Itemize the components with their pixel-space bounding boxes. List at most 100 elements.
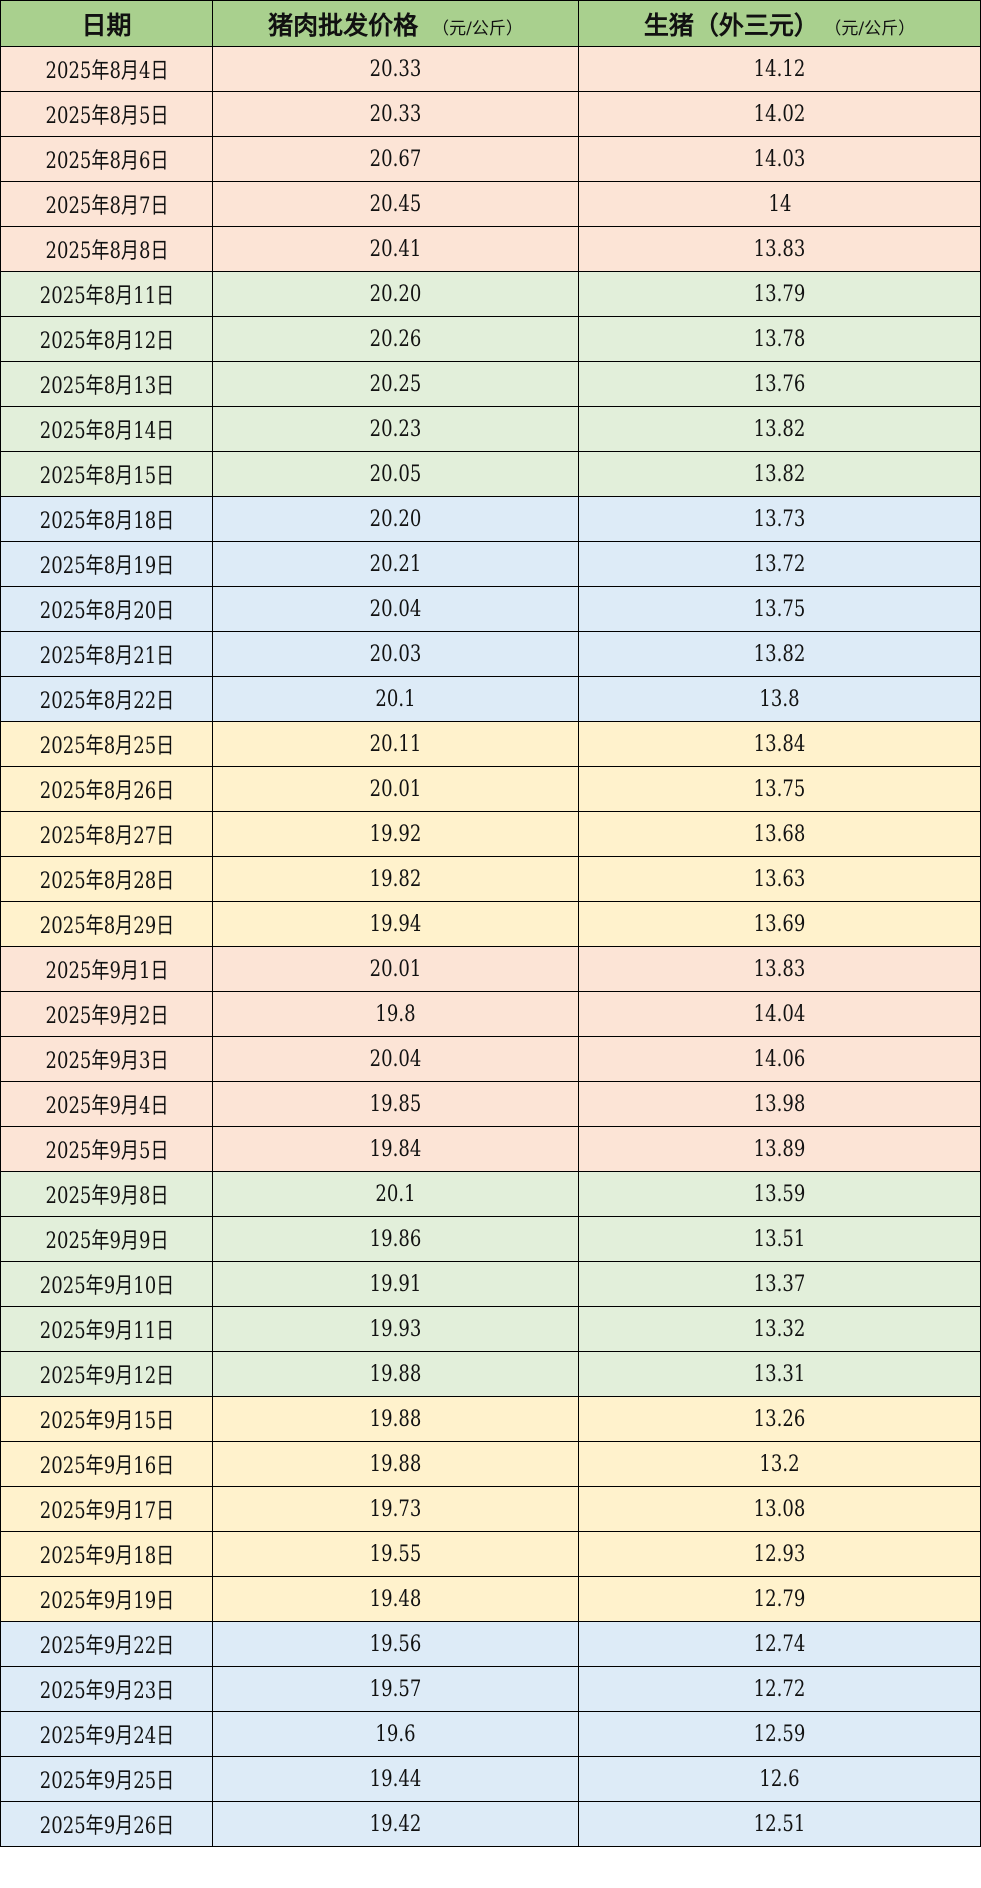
date-cell-text: 2025年8月22日 [39, 689, 174, 714]
date-cell: 2025年8月25日 [0, 721, 213, 767]
wholesale-cell: 20.33 [212, 91, 579, 137]
live-hog-cell-text: 12.51 [753, 1811, 806, 1837]
wholesale-cell-text: 19.84 [369, 1136, 422, 1162]
wholesale-cell: 19.85 [212, 1081, 579, 1127]
table-row: 2025年8月29日 19.94 13.69 [0, 901, 981, 947]
live-hog-cell: 13.8 [578, 676, 981, 722]
wholesale-cell-text: 20.11 [369, 731, 422, 757]
date-cell: 2025年9月19日 [0, 1576, 213, 1622]
date-cell: 2025年9月25日 [0, 1756, 213, 1802]
live-hog-cell: 13.75 [578, 586, 981, 632]
live-hog-cell-text: 12.93 [753, 1541, 806, 1567]
wholesale-cell-text: 20.1 [375, 1181, 416, 1207]
wholesale-cell: 19.88 [212, 1441, 579, 1487]
wholesale-cell: 19.88 [212, 1351, 579, 1397]
date-cell-text: 2025年9月11日 [39, 1319, 174, 1344]
wholesale-cell-text: 19.88 [369, 1361, 422, 1387]
wholesale-cell: 20.33 [212, 46, 579, 92]
wholesale-cell: 20.03 [212, 631, 579, 677]
date-cell-text: 2025年9月18日 [39, 1544, 174, 1569]
live-hog-cell: 12.6 [578, 1756, 981, 1802]
live-hog-cell-text: 13.89 [753, 1136, 806, 1162]
table-row: 2025年9月22日 19.56 12.74 [0, 1621, 981, 1667]
wholesale-cell: 19.92 [212, 811, 579, 857]
table-row: 2025年8月25日 20.11 13.84 [0, 721, 981, 767]
date-cell: 2025年8月7日 [0, 181, 213, 227]
date-cell: 2025年8月15日 [0, 451, 213, 497]
live-hog-cell-text: 13.78 [753, 326, 806, 352]
wholesale-cell-text: 19.6 [375, 1721, 416, 1747]
live-hog-cell: 12.93 [578, 1531, 981, 1577]
live-hog-cell: 13.84 [578, 721, 981, 767]
date-cell: 2025年9月15日 [0, 1396, 213, 1442]
table-row: 2025年9月18日 19.55 12.93 [0, 1531, 981, 1577]
wholesale-cell: 20.01 [212, 766, 579, 812]
live-hog-cell: 14.12 [578, 46, 981, 92]
table-row: 2025年8月11日 20.20 13.79 [0, 271, 981, 317]
live-hog-cell-text: 13.37 [753, 1271, 806, 1297]
live-hog-cell: 12.72 [578, 1666, 981, 1712]
wholesale-cell: 19.82 [212, 856, 579, 902]
date-cell-text: 2025年8月5日 [44, 104, 168, 129]
table-row: 2025年8月8日 20.41 13.83 [0, 226, 981, 272]
date-cell: 2025年9月12日 [0, 1351, 213, 1397]
date-cell: 2025年9月10日 [0, 1261, 213, 1307]
date-cell-text: 2025年8月18日 [39, 509, 174, 534]
live-hog-cell-text: 14.03 [753, 146, 806, 172]
wholesale-cell: 20.67 [212, 136, 579, 182]
live-hog-cell-text: 13.98 [753, 1091, 806, 1117]
wholesale-cell-text: 20.25 [369, 371, 422, 397]
wholesale-cell-text: 20.33 [369, 101, 422, 127]
live-hog-cell: 13.63 [578, 856, 981, 902]
live-hog-cell-text: 13.82 [753, 461, 806, 487]
date-cell-text: 2025年8月27日 [39, 824, 174, 849]
table-row: 2025年8月12日 20.26 13.78 [0, 316, 981, 362]
date-cell: 2025年9月24日 [0, 1711, 213, 1757]
table-row: 2025年8月22日 20.1 13.8 [0, 676, 981, 722]
live-hog-cell: 13.98 [578, 1081, 981, 1127]
live-hog-cell: 13.83 [578, 946, 981, 992]
table-row: 2025年9月4日 19.85 13.98 [0, 1081, 981, 1127]
table-row: 2025年9月10日 19.91 13.37 [0, 1261, 981, 1307]
live-hog-cell: 13.82 [578, 631, 981, 677]
date-cell: 2025年8月22日 [0, 676, 213, 722]
wholesale-cell-text: 20.04 [369, 1046, 422, 1072]
live-hog-cell-text: 13.82 [753, 416, 806, 442]
table-row: 2025年9月11日 19.93 13.32 [0, 1306, 981, 1352]
live-hog-cell: 13.32 [578, 1306, 981, 1352]
wholesale-cell-text: 19.57 [369, 1676, 422, 1702]
date-cell: 2025年9月11日 [0, 1306, 213, 1352]
table-row: 2025年9月19日 19.48 12.79 [0, 1576, 981, 1622]
live-hog-cell-text: 13.84 [753, 731, 806, 757]
live-hog-cell-text: 13.68 [753, 821, 806, 847]
live-hog-cell: 14 [578, 181, 981, 227]
wholesale-cell: 20.04 [212, 1036, 579, 1082]
live-hog-cell-text: 13.76 [753, 371, 806, 397]
live-hog-cell-text: 13.72 [753, 551, 806, 577]
date-cell-text: 2025年8月14日 [39, 419, 174, 444]
wholesale-cell-text: 19.56 [369, 1631, 422, 1657]
live-hog-cell-text: 12.6 [759, 1766, 800, 1792]
wholesale-cell: 20.1 [212, 1171, 579, 1217]
live-hog-cell-text: 13.83 [753, 236, 806, 262]
date-cell-text: 2025年8月13日 [39, 374, 174, 399]
date-cell-text: 2025年8月6日 [44, 149, 168, 174]
wholesale-cell: 20.04 [212, 586, 579, 632]
live-hog-cell-text: 14.02 [753, 101, 806, 127]
wholesale-cell: 20.1 [212, 676, 579, 722]
live-hog-cell: 14.03 [578, 136, 981, 182]
date-cell-text: 2025年9月12日 [39, 1364, 174, 1389]
live-hog-cell-text: 13.83 [753, 956, 806, 982]
wholesale-cell: 19.57 [212, 1666, 579, 1712]
date-cell-text: 2025年8月25日 [39, 734, 174, 759]
header-wholesale: 猪肉批发价格 （元/公斤） [212, 0, 579, 47]
wholesale-cell-text: 19.73 [369, 1496, 422, 1522]
date-cell-text: 2025年9月26日 [39, 1814, 174, 1839]
header-live-hog: 生猪（外三元） （元/公斤） [578, 0, 981, 47]
date-cell-text: 2025年9月4日 [44, 1094, 168, 1119]
date-cell-text: 2025年9月10日 [39, 1274, 174, 1299]
table-row: 2025年9月25日 19.44 12.6 [0, 1756, 981, 1802]
wholesale-cell-text: 19.92 [369, 821, 422, 847]
date-cell: 2025年9月17日 [0, 1486, 213, 1532]
wholesale-cell: 19.42 [212, 1801, 579, 1847]
